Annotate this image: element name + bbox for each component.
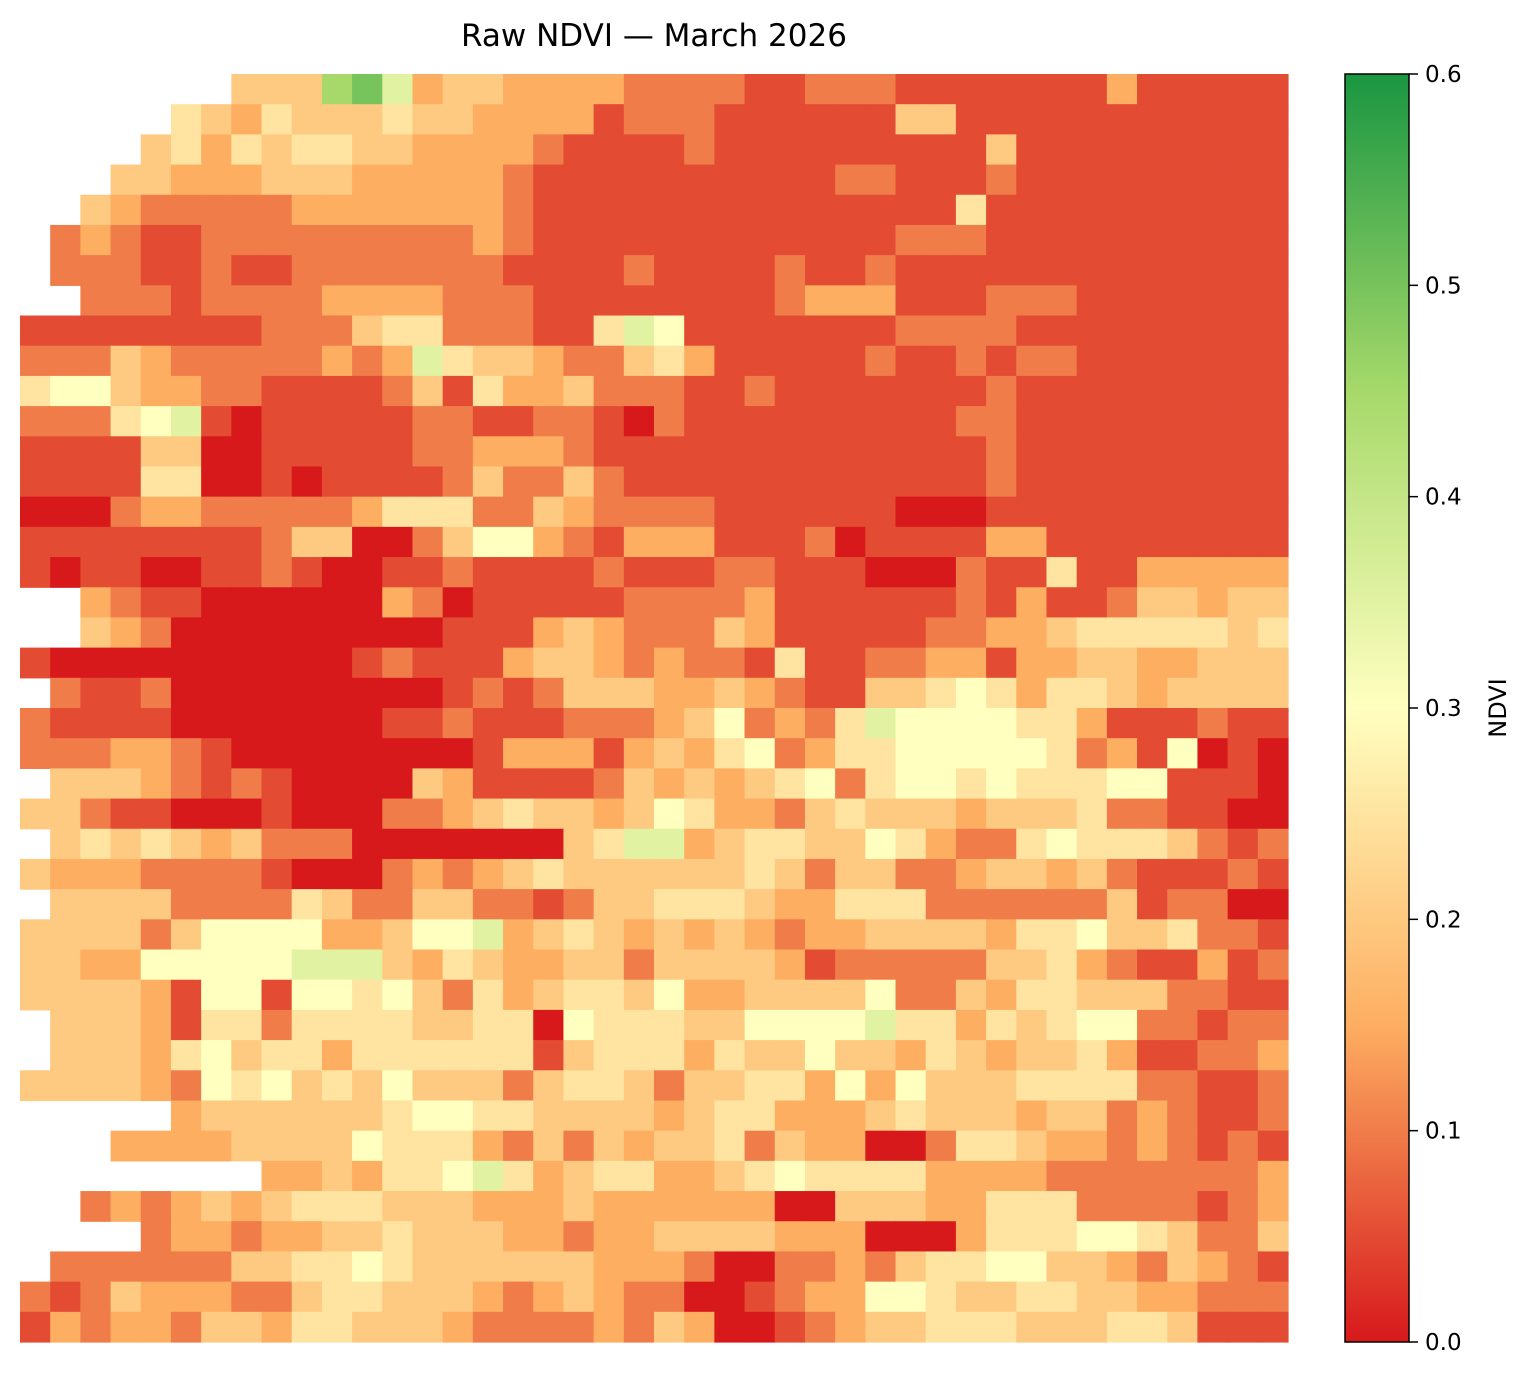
colorbar-tick-label: 0.2	[1425, 907, 1462, 933]
colorbar-tick-label: 0.5	[1425, 273, 1462, 299]
colorbar-gradient	[1345, 74, 1409, 1342]
colorbar-tick-label: 0.4	[1425, 485, 1462, 511]
colorbar-tick-label: 0.3	[1425, 696, 1462, 722]
colorbar-tick-label: 0.6	[1425, 62, 1462, 88]
colorbar-tick-label: 0.0	[1425, 1330, 1462, 1356]
colorbar-tick-label: 0.1	[1425, 1119, 1462, 1145]
colorbar-label: NDVI	[1484, 678, 1512, 738]
